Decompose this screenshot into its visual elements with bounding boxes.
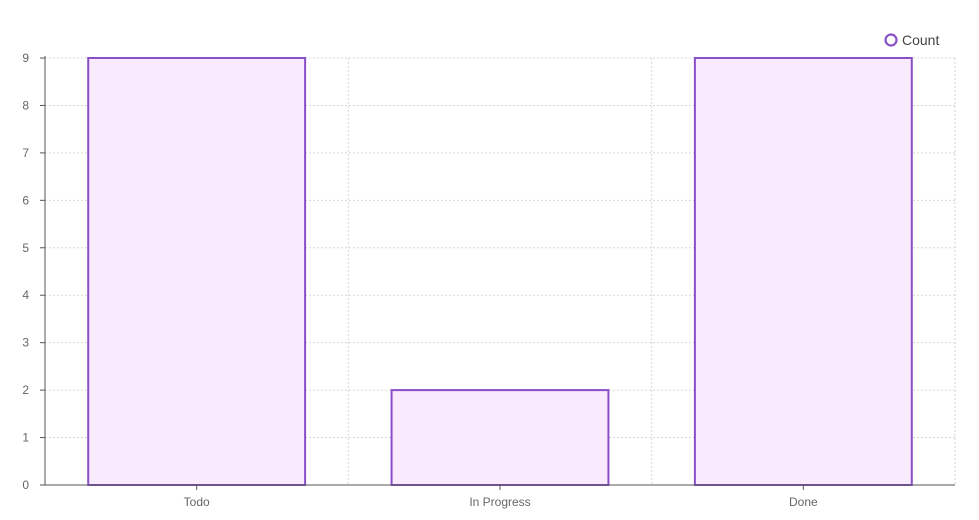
x-tick-label: Todo xyxy=(184,495,210,509)
legend-label-count: Count xyxy=(902,32,939,48)
y-tick-label: 8 xyxy=(22,98,29,112)
legend-marker-icon xyxy=(884,33,898,47)
y-tick-label: 2 xyxy=(22,383,29,397)
x-tick-labels: Todo In Progress Done xyxy=(184,485,818,509)
y-tick-label: 9 xyxy=(22,51,29,65)
y-tick-label: 1 xyxy=(22,431,29,445)
y-tick-label: 5 xyxy=(22,241,29,255)
x-tick-label: Done xyxy=(789,495,818,509)
y-tick-label: 4 xyxy=(22,288,29,302)
y-tick-label: 3 xyxy=(22,336,29,350)
bars xyxy=(87,57,913,486)
y-tick-label: 0 xyxy=(22,478,29,492)
bar-in-progress[interactable] xyxy=(390,389,610,486)
legend[interactable]: Count xyxy=(884,32,940,48)
bar-todo[interactable] xyxy=(87,57,307,486)
bar-done[interactable] xyxy=(693,57,913,486)
y-tick-label: 7 xyxy=(22,146,29,160)
grid-lines xyxy=(45,57,956,485)
y-tick-label: 6 xyxy=(22,193,29,207)
y-tick-labels: 0 1 2 3 4 5 6 7 8 9 xyxy=(22,51,45,492)
x-tick-label: In Progress xyxy=(469,495,530,509)
